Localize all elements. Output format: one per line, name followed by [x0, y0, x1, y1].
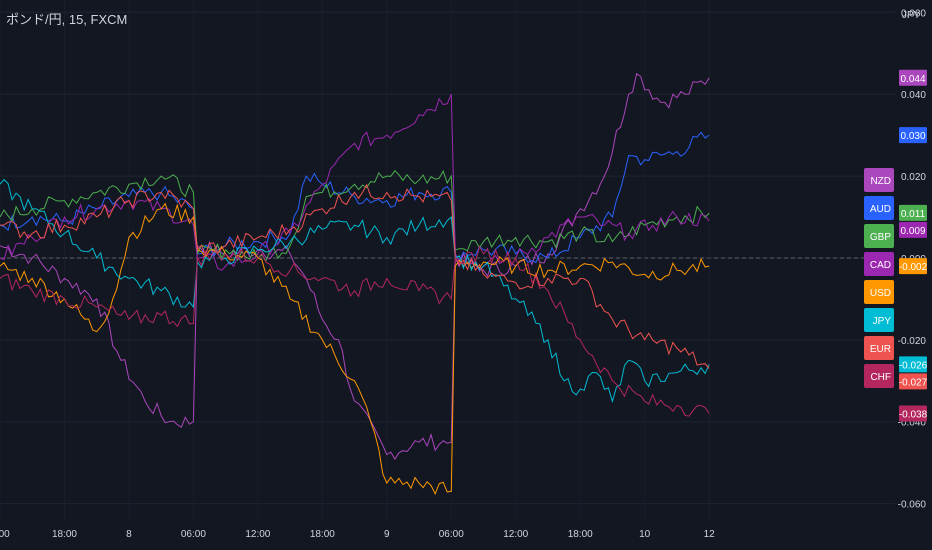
- last-value-text-aud: 0.030: [900, 131, 925, 142]
- last-value-badge-cad: [899, 221, 927, 238]
- x-tick-label: 18:00: [310, 529, 335, 540]
- legend-label-chf: CHF: [870, 372, 891, 383]
- legend-label-cad: CAD: [870, 260, 891, 271]
- legend-label-jpy: JPY: [873, 316, 892, 327]
- legend-label-nzd: NZD: [870, 176, 891, 187]
- y-tick-label: -0.020: [898, 336, 927, 347]
- x-tick-label: 12: [704, 529, 716, 540]
- last-value-text-gbp: 0.011: [901, 209, 926, 220]
- x-tick-label: 06:00: [439, 529, 464, 540]
- chart-title: ポンド/円, 15, FXCM: [6, 12, 128, 27]
- series-line-eur: [0, 183, 710, 369]
- x-tick-label: 2:00: [0, 529, 10, 540]
- price-axis-currency: JPY: [902, 10, 921, 21]
- series-line-aud: [0, 131, 710, 264]
- last-value-text-jpy: -0.026: [899, 360, 928, 371]
- y-tick-label: -0.060: [898, 500, 927, 511]
- last-value-badge-aud: [899, 127, 927, 144]
- last-value-text-usd: -0.002: [899, 262, 928, 273]
- y-tick-label: 0.040: [901, 90, 926, 101]
- legend-swatch-gbp: [864, 224, 894, 248]
- series-line-cad: [0, 94, 710, 273]
- x-tick-label: 8: [126, 529, 132, 540]
- series-line-chf: [0, 245, 710, 417]
- x-tick-label: 18:00: [52, 529, 77, 540]
- series-line-jpy: [0, 178, 710, 404]
- x-tick-label: 12:00: [503, 529, 528, 540]
- legend-swatch-jpy: [864, 308, 894, 332]
- legend-label-usd: USD: [870, 288, 891, 299]
- x-tick-label: 18:00: [568, 529, 593, 540]
- legend-swatch-cad: [864, 252, 894, 276]
- x-tick-label: 9: [384, 529, 390, 540]
- y-tick-label: -0.040: [898, 418, 927, 429]
- series-line-nzd: [0, 72, 710, 461]
- last-value-badge-chf: [899, 405, 927, 422]
- last-value-badges: 0.044 0.030 0.011 0.009 -0.002 -0.026 -0.027 -0…: [899, 69, 928, 422]
- legend-label-aud: AUD: [870, 204, 891, 215]
- last-value-badge-jpy: [899, 356, 927, 373]
- last-value-text-nzd: 0.044: [900, 74, 925, 85]
- y-tick-label: 0.020: [901, 172, 926, 183]
- x-tick-label: 12:00: [245, 529, 270, 540]
- x-tick-label: 10: [639, 529, 651, 540]
- last-value-text-cad: 0.009: [900, 226, 925, 237]
- legend-swatch-eur: [864, 336, 894, 360]
- series-lines: [0, 72, 710, 496]
- x-tick-label: 06:00: [181, 529, 206, 540]
- legend-swatch-aud: [864, 196, 894, 220]
- legend-label-gbp: GBP: [870, 232, 891, 243]
- legend-swatch-usd: [864, 280, 894, 304]
- last-value-text-chf: -0.038: [899, 410, 928, 421]
- grid-lines: [0, 11, 895, 505]
- last-value-badge-nzd: [899, 69, 927, 86]
- time-axis: 2:00 18:00 8 06:00 12:00 18:00 9 06:00 12:00 18:0…: [0, 529, 715, 540]
- legend-label-eur: EUR: [870, 344, 891, 355]
- series-line-gbp: [0, 169, 710, 262]
- legend-swatch-chf: [864, 364, 894, 388]
- y-tick-label: 0.060: [901, 8, 926, 19]
- last-value-badge-usd: [899, 258, 927, 275]
- legend-swatch-nzd: [864, 168, 894, 192]
- last-value-badge-eur: [899, 373, 927, 390]
- last-value-text-eur: -0.027: [899, 377, 928, 388]
- currency-legend: NZD AUD GBP CAD USD JPY EUR CHF: [864, 168, 894, 388]
- series-line-usd: [0, 202, 710, 496]
- last-value-badge-gbp: [899, 204, 927, 221]
